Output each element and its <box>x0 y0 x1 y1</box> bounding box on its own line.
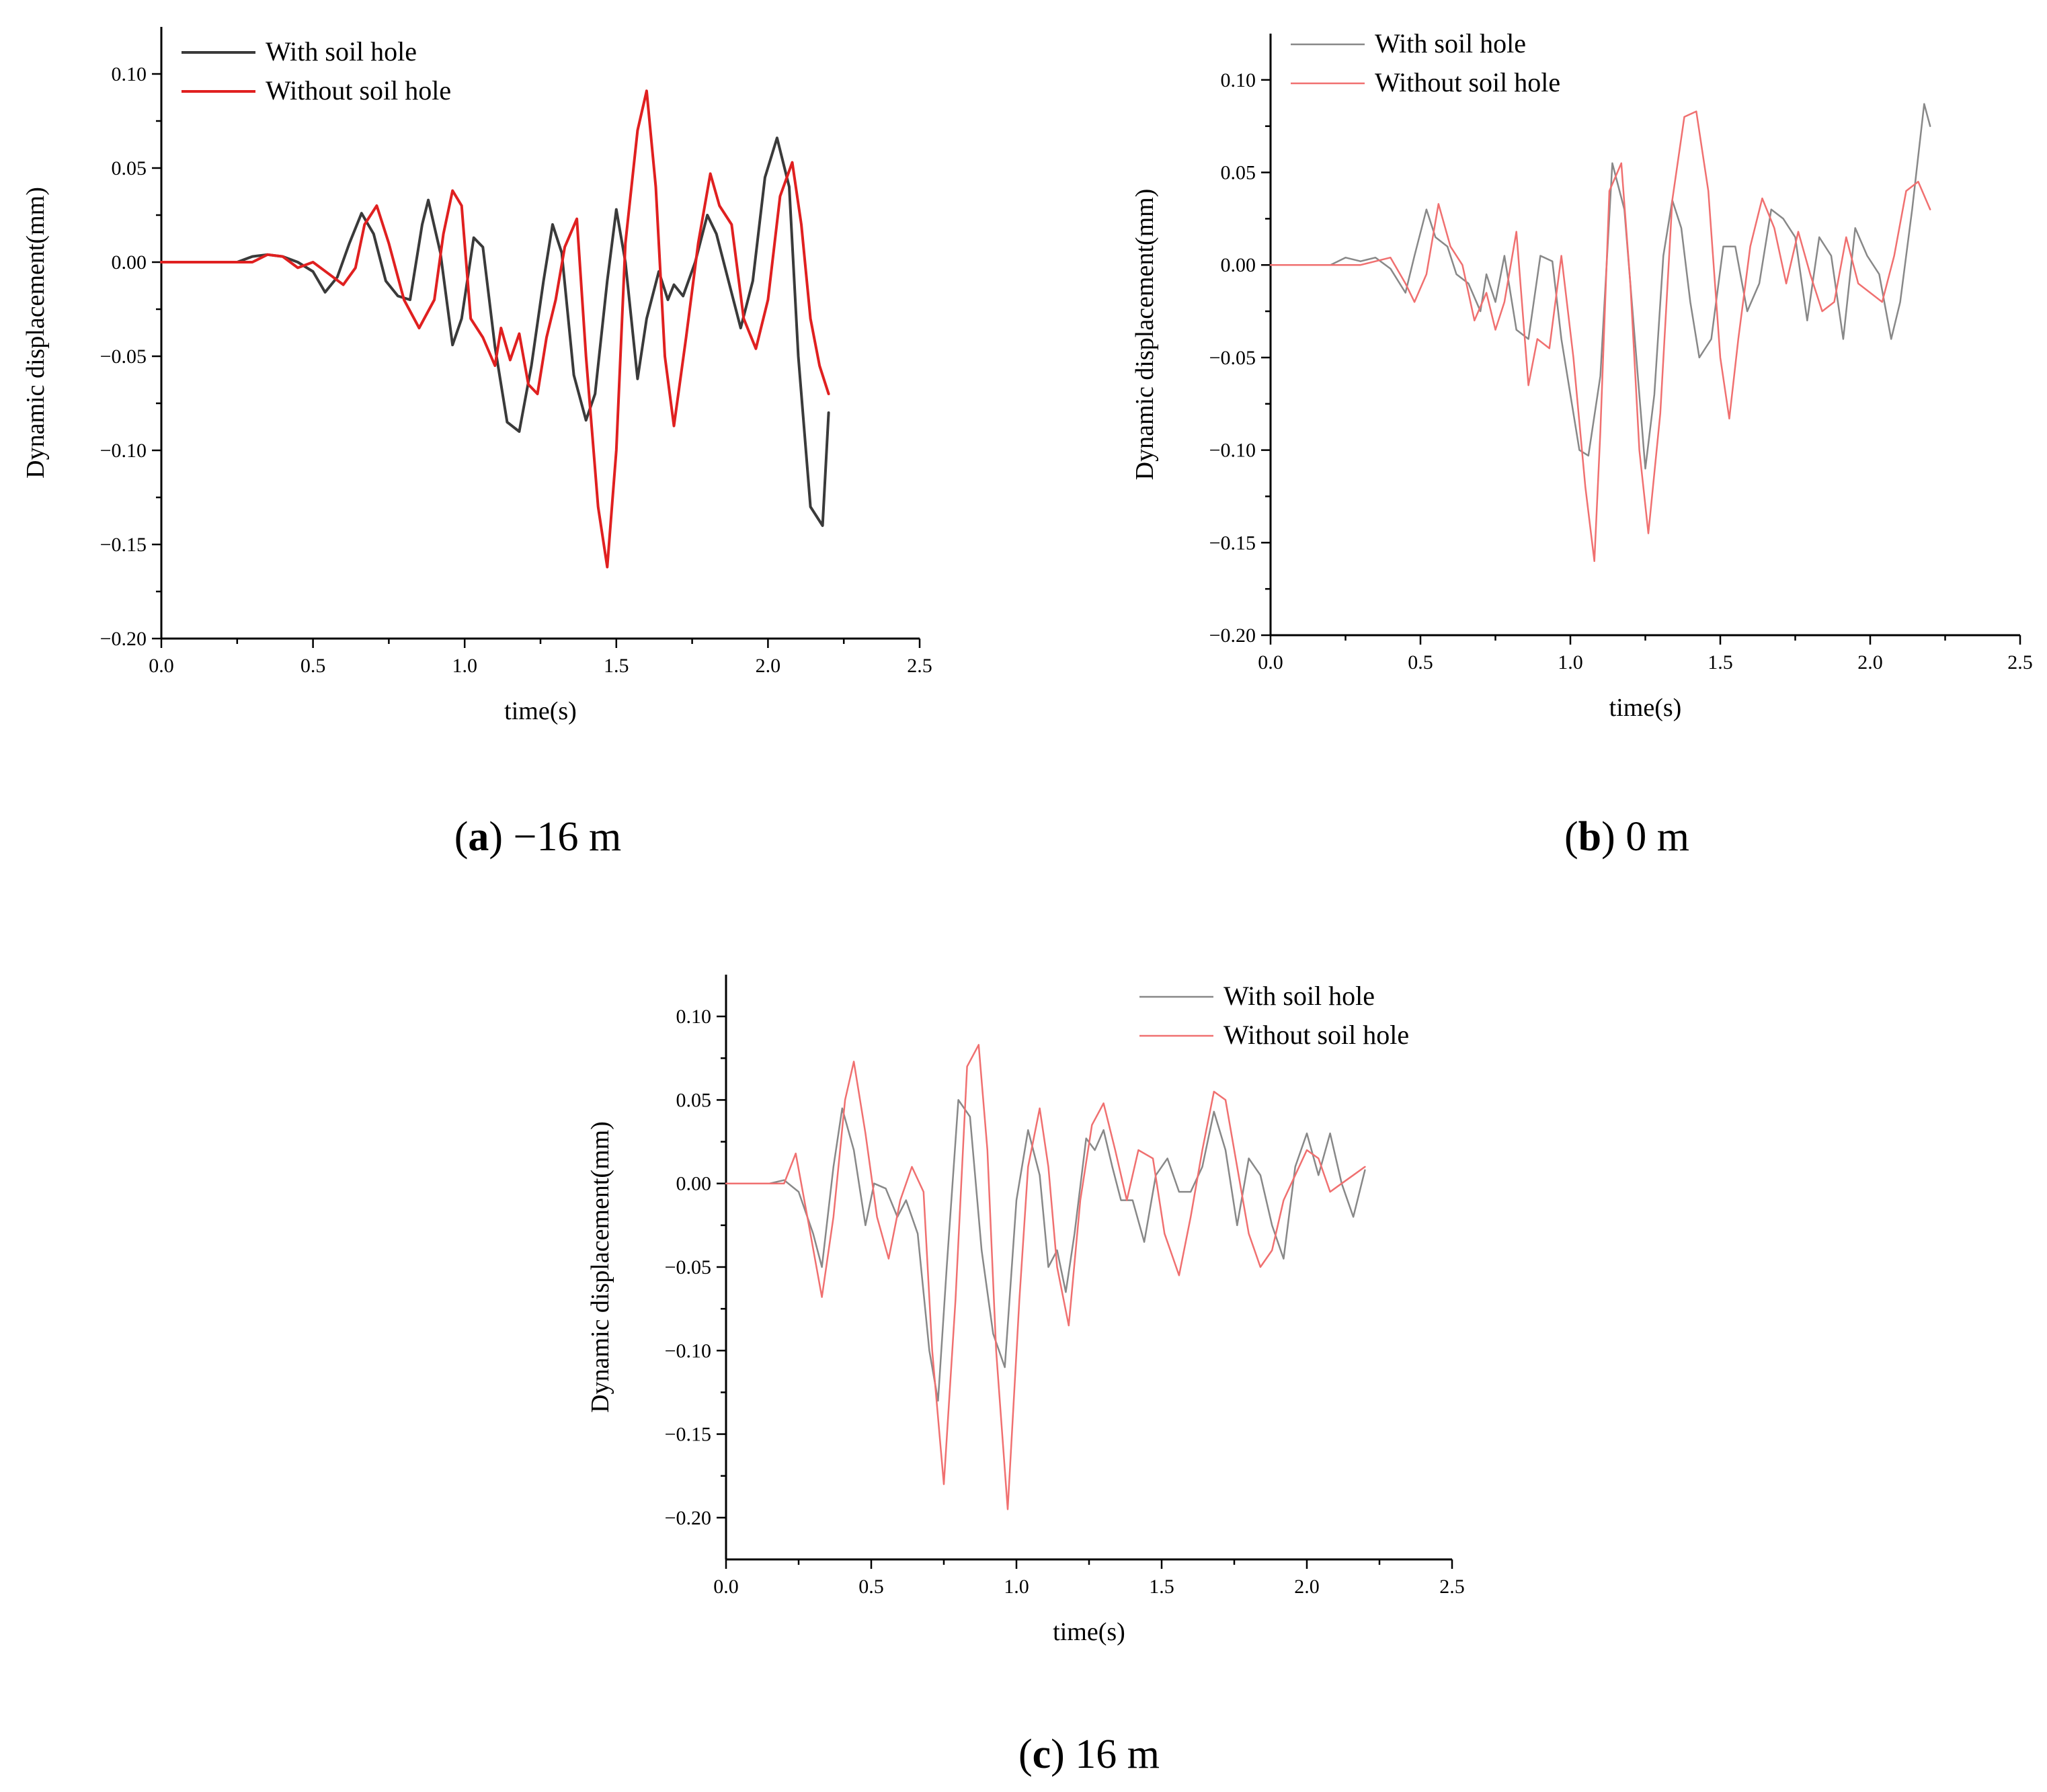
x-tick-label: 1.5 <box>1149 1576 1174 1598</box>
y-tick-label: 0.10 <box>676 1006 712 1028</box>
y-tick-label: −0.10 <box>100 440 147 462</box>
x-tick-label: 2.5 <box>907 655 932 677</box>
x-tick-label: 1.0 <box>452 655 477 677</box>
caption-paren: ( <box>454 814 469 860</box>
series-line-with-soil-hole <box>160 136 830 527</box>
y-tick-label: −0.10 <box>1209 440 1256 462</box>
x-tick-label: 1.0 <box>1558 651 1583 674</box>
y-tick-label: −0.20 <box>1209 624 1256 647</box>
x-tick-label: 2.0 <box>756 655 781 677</box>
x-tick-label: 0.0 <box>1258 651 1283 674</box>
caption-text: ) 0 m <box>1601 814 1689 860</box>
x-axis-label: time(s) <box>504 697 577 725</box>
y-axis-label: Dynamic displacement(mm) <box>586 1121 614 1413</box>
y-tick-label: 0.05 <box>1221 162 1256 184</box>
legend-label: With soil hole <box>1375 28 1526 58</box>
y-tick-label: 0.05 <box>112 157 147 179</box>
legend-label: With soil hole <box>266 36 417 67</box>
x-axis-label: time(s) <box>1053 1618 1125 1646</box>
caption-text: ) 16 m <box>1051 1732 1160 1777</box>
y-tick-label: −0.15 <box>100 534 147 556</box>
x-tick-label: 2.0 <box>1857 651 1883 674</box>
y-axis-label: Dynamic displacement(mm) <box>22 187 50 479</box>
x-tick-label: 0.5 <box>1408 651 1433 674</box>
caption-paren: ( <box>1564 814 1578 860</box>
y-axis-label: Dynamic displacement(mm) <box>1131 189 1159 481</box>
x-tick-label: 0.0 <box>713 1576 739 1598</box>
y-tick-label: −0.15 <box>1209 532 1256 554</box>
y-tick-label: 0.10 <box>1221 69 1256 91</box>
y-tick-label: 0.00 <box>676 1173 712 1195</box>
x-tick-label: 1.5 <box>604 655 629 677</box>
x-axis-label: time(s) <box>1609 694 1682 722</box>
caption-letter: c <box>1033 1732 1051 1777</box>
panel-c: 0.0 0.5 1.0 1.5 2.0 2.5 −0.20 −0.15 −0.10 −0.05 0.… <box>586 975 1465 1777</box>
x-tick-label: 1.0 <box>1004 1576 1029 1598</box>
x-tick-label: 2.0 <box>1294 1576 1320 1598</box>
x-tick-label: 2.5 <box>1439 1576 1465 1598</box>
y-tick-label: −0.20 <box>100 628 147 650</box>
panel-caption: (c) 16 m <box>1018 1732 1160 1777</box>
y-tick-label: −0.20 <box>665 1507 711 1529</box>
x-tick-label: 0.5 <box>858 1576 884 1598</box>
legend-label: With soil hole <box>1223 981 1375 1011</box>
caption-letter: a <box>468 814 489 860</box>
y-tick-label: −0.05 <box>665 1256 711 1278</box>
panel-b: 0.0 0.5 1.0 1.5 2.0 2.5 −0.20 −0.15 −0.10 −0.05 0.… <box>1131 28 2033 860</box>
x-tick-label: 0.5 <box>300 655 326 677</box>
series-line-without-soil-hole <box>725 1044 1366 1510</box>
x-tick-label: 0.0 <box>149 655 174 677</box>
y-tick-label: −0.10 <box>665 1340 711 1362</box>
series-line-without-soil-hole <box>1269 110 1931 563</box>
panel-a: 0.0 0.5 1.0 1.5 2.0 2.5 −0.20 −0.15 −0.10 −0.05 0.… <box>22 27 932 860</box>
panel-caption: (a) −16 m <box>454 814 622 860</box>
panel-caption: (b) 0 m <box>1564 814 1689 860</box>
caption-paren: ( <box>1018 1732 1033 1777</box>
y-tick-label: 0.10 <box>112 63 147 85</box>
y-tick-label: −0.05 <box>100 345 147 368</box>
series-line-without-soil-hole <box>160 89 830 569</box>
y-tick-label: −0.15 <box>665 1424 711 1446</box>
y-tick-label: −0.05 <box>1209 347 1256 369</box>
y-tick-label: 0.05 <box>676 1089 712 1111</box>
legend-label: Without soil hole <box>1375 67 1560 97</box>
legend-label: Without soil hole <box>266 75 451 106</box>
y-tick-label: 0.00 <box>112 251 147 274</box>
x-tick-label: 2.5 <box>2007 651 2033 674</box>
caption-text: ) −16 m <box>489 814 621 860</box>
series-line-with-soil-hole <box>725 1099 1366 1402</box>
caption-letter: b <box>1578 814 1601 860</box>
legend-label: Without soil hole <box>1223 1020 1409 1050</box>
y-tick-label: 0.00 <box>1221 254 1256 276</box>
x-tick-label: 1.5 <box>1708 651 1733 674</box>
